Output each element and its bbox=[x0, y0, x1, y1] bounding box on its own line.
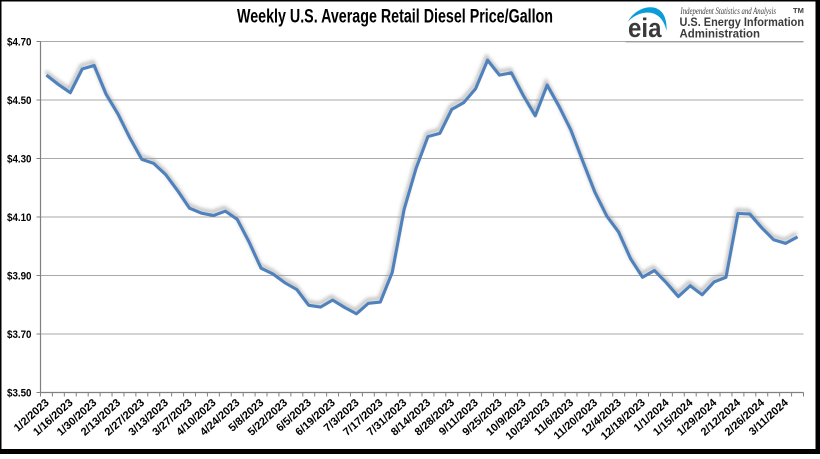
svg-text:$4.70: $4.70 bbox=[7, 36, 32, 48]
svg-text:$3.90: $3.90 bbox=[7, 270, 32, 282]
svg-text:eia: eia bbox=[628, 13, 662, 43]
svg-text:$4.30: $4.30 bbox=[7, 153, 32, 165]
svg-text:$4.50: $4.50 bbox=[7, 95, 32, 107]
svg-text:$3.70: $3.70 bbox=[7, 329, 32, 341]
svg-text:Weekly U.S. Average Retail Die: Weekly U.S. Average Retail Diesel Price/… bbox=[237, 7, 553, 28]
svg-text:TM: TM bbox=[793, 6, 804, 15]
svg-text:$3.50: $3.50 bbox=[7, 387, 32, 399]
svg-text:$4.10: $4.10 bbox=[7, 212, 32, 224]
svg-text:Administration: Administration bbox=[680, 27, 761, 41]
